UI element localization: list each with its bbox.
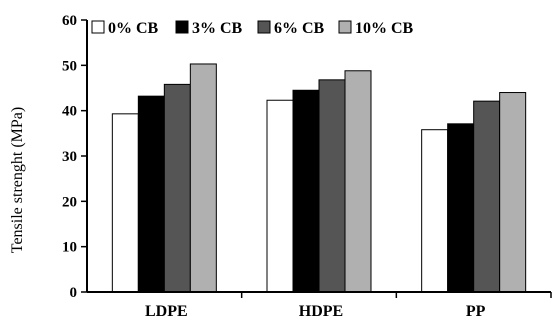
y-tick-label: 20 xyxy=(62,194,77,210)
legend-label: 6% CB xyxy=(274,20,325,37)
legend-label: 10% CB xyxy=(355,20,414,37)
y-tick-label: 50 xyxy=(62,58,77,74)
x-tick-label-hdpe: HDPE xyxy=(299,303,343,320)
bar-hdpe-6-cb xyxy=(318,79,346,293)
legend: 0% CB 3% CB 6% CB 10% CB xyxy=(91,20,414,37)
legend-swatch xyxy=(257,20,271,34)
bar-hdpe-3-cb xyxy=(292,89,320,293)
y-tick-label: 0 xyxy=(70,285,78,301)
bar-pp-10-cb xyxy=(499,92,527,293)
bar-pp-6-cb xyxy=(473,100,501,293)
bar-ldpe-3-cb xyxy=(137,95,165,293)
x-tick-label-ldpe: LDPE xyxy=(145,303,188,320)
y-tick-label: 30 xyxy=(62,149,77,165)
axes xyxy=(86,20,551,293)
bar-ldpe-6-cb xyxy=(163,83,191,293)
x-axis-ticks: LDPE HDPE PP xyxy=(145,292,552,320)
bar-pp-3-cb xyxy=(447,123,475,293)
x-tick-label-pp: PP xyxy=(466,303,486,320)
legend-swatch xyxy=(338,20,352,34)
bar-hdpe-10-cb xyxy=(344,70,372,293)
legend-swatch xyxy=(91,20,105,34)
y-tick-label: 60 xyxy=(62,13,77,29)
y-axis-ticks: 0 10 20 30 40 50 60 xyxy=(62,13,87,301)
bars xyxy=(111,63,527,293)
y-axis-label: Tensile strenght (MPa) xyxy=(9,107,26,253)
bar-ldpe-10-cb xyxy=(189,63,217,293)
legend-label: 3% CB xyxy=(192,20,243,37)
bar-hdpe-0-cb xyxy=(266,99,294,293)
legend-swatch xyxy=(175,20,189,34)
legend-label: 0% CB xyxy=(108,20,159,37)
bar-pp-0-cb xyxy=(421,129,449,293)
y-tick-label: 40 xyxy=(62,104,77,120)
bar-ldpe-0-cb xyxy=(111,113,139,293)
y-tick-label: 10 xyxy=(62,240,77,256)
